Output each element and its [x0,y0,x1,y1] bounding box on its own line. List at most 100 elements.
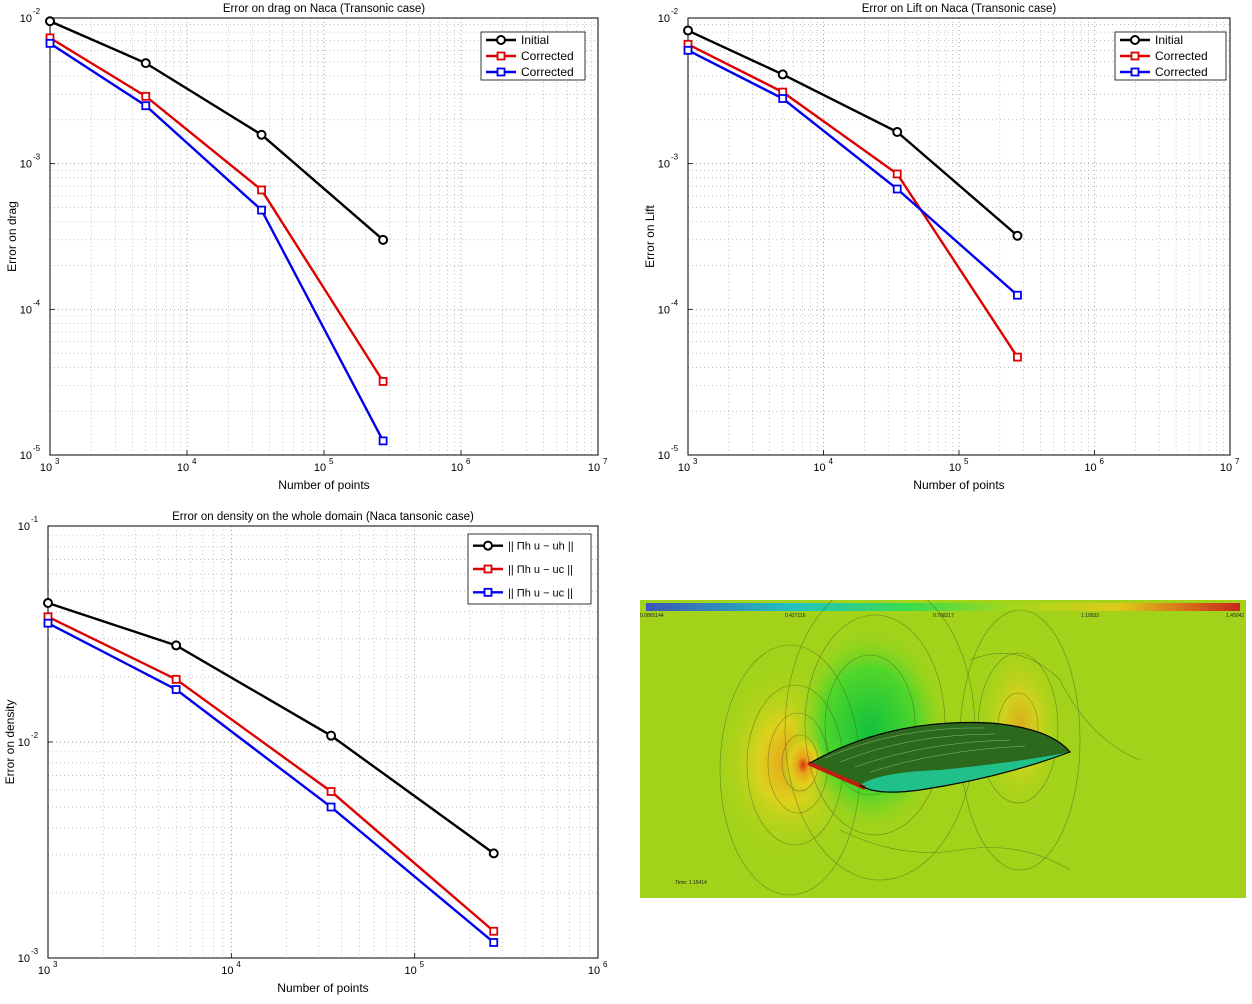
legend-marker [483,564,493,574]
x-tick-label: 103 [40,457,60,474]
data-point [171,674,181,684]
data-point [378,234,389,245]
legend-item: || Πh u − uc || [473,587,573,599]
data-point [488,848,499,859]
airfoil-outline [809,721,1072,793]
x-tick-exponent: 5 [420,960,425,969]
x-tick-exponent: 6 [1100,457,1105,466]
colorbar [646,603,1240,611]
y-tick-label: 10-3 [20,153,41,171]
legend-item: Corrected [1120,49,1208,63]
x-tick-label: 106 [451,457,471,474]
y-tick-label: 10-2 [658,7,679,25]
x-tick-label: 106 [588,960,608,977]
colorbar-tick-3: 1.10932 [1081,613,1099,619]
stagnation-core [781,731,825,799]
data-point [256,129,267,140]
data-point [141,91,151,101]
y-tick-label: 10-5 [20,444,41,462]
legend-item: Corrected [486,65,574,79]
x-tick-label: 105 [949,457,969,474]
axes-box [687,17,1231,456]
series-2 [45,38,388,446]
data-point [489,926,499,936]
y-tick-base: 10 [18,953,30,965]
x-tick-exponent: 3 [53,960,58,969]
grid [49,17,599,456]
y-tick-base: 10 [18,521,30,533]
x-tick-base: 10 [40,462,52,474]
legend: Initial Corrected Corrected [480,31,586,81]
y-tick-base: 10 [20,13,32,25]
series-line [49,36,385,383]
legend: Initial Corrected Corrected [1114,31,1227,81]
x-tick-label: 104 [221,960,241,977]
y-tick-base: 10 [20,450,32,462]
legend-item: || Πh u − uc || [473,564,573,576]
x-tick-exponent: 6 [466,457,471,466]
airfoil-upper-surface [810,722,1070,787]
axes-box [49,17,599,456]
x-tick-label: 103 [678,457,698,474]
data-point [43,618,53,628]
x-tick-base: 10 [38,965,50,977]
data-point [777,69,788,80]
y-tick-label: 10-1 [18,515,39,533]
legend-label: || Πh u − uh || [508,541,574,553]
y-axis-label: Error on Lift [643,204,657,267]
x-tick-label: 104 [813,457,833,474]
legend-item: Initial [1120,33,1183,47]
x-tick-label: 106 [1084,457,1104,474]
data-point [1013,352,1022,362]
density-error-chart: 10 3 10 4 10 5 10 6 10 -3 10 -2 10 -1 Error on density… [0,500,620,999]
x-axis-label: Number of points [913,478,1004,492]
lift-error-chart: 10 3 10 4 10 5 10 6 10 7 10 -5 10 -4 10 -3 10 -2 Error on … [632,0,1252,495]
data-point [140,58,151,69]
legend-label: Corrected [1155,65,1208,79]
x-tick-exponent: 6 [603,960,608,969]
colorbar-tick-1: 0.427116 [785,613,806,619]
x-tick-base: 10 [588,965,600,977]
x-tick-label: 105 [405,960,425,977]
legend: || Πh u − uh || || Πh u − uc || || Πh u − … [467,533,592,605]
y-tick-label: 10-5 [658,444,679,462]
data-point [45,38,55,48]
data-point [892,184,902,194]
data-point [378,377,388,386]
chart-title: Error on density on the whole domain (Na… [172,511,474,523]
data-point [141,101,151,111]
legend-label: Initial [521,33,549,47]
grid [687,17,1231,456]
x-tick-label: 103 [38,960,58,977]
y-tick-label: 10-4 [20,298,41,316]
y-tick-label: 10-2 [20,7,41,25]
legend-marker [1130,51,1140,61]
x-tick-base: 10 [314,462,326,474]
data-point [45,16,55,27]
legend-label: || Πh u − uc || [508,587,573,599]
chart-title: Error on Lift on Naca (Transonic case) [862,3,1057,15]
series-2 [43,618,499,947]
data-point [892,126,903,137]
x-tick-base: 10 [177,462,189,474]
data-point [1013,290,1022,300]
data-point [1012,230,1023,241]
legend-marker [496,67,506,77]
x-tick-label: 104 [177,457,197,474]
x-tick-exponent: 4 [236,960,241,969]
y-tick-base: 10 [658,159,670,171]
legend-marker [1130,35,1140,45]
series-line [47,601,495,855]
series-0 [45,16,389,245]
legend-label: || Πh u − uc || [508,564,573,576]
y-axis-label: Error on drag [5,201,19,272]
data-point [326,787,336,796]
y-tick-exponent: -4 [671,298,679,307]
y-tick-base: 10 [20,304,32,316]
y-tick-exponent: -4 [33,298,41,307]
airfoil-lower-surface [860,752,1070,793]
y-tick-exponent: -5 [671,444,679,453]
series-0 [683,25,1023,241]
